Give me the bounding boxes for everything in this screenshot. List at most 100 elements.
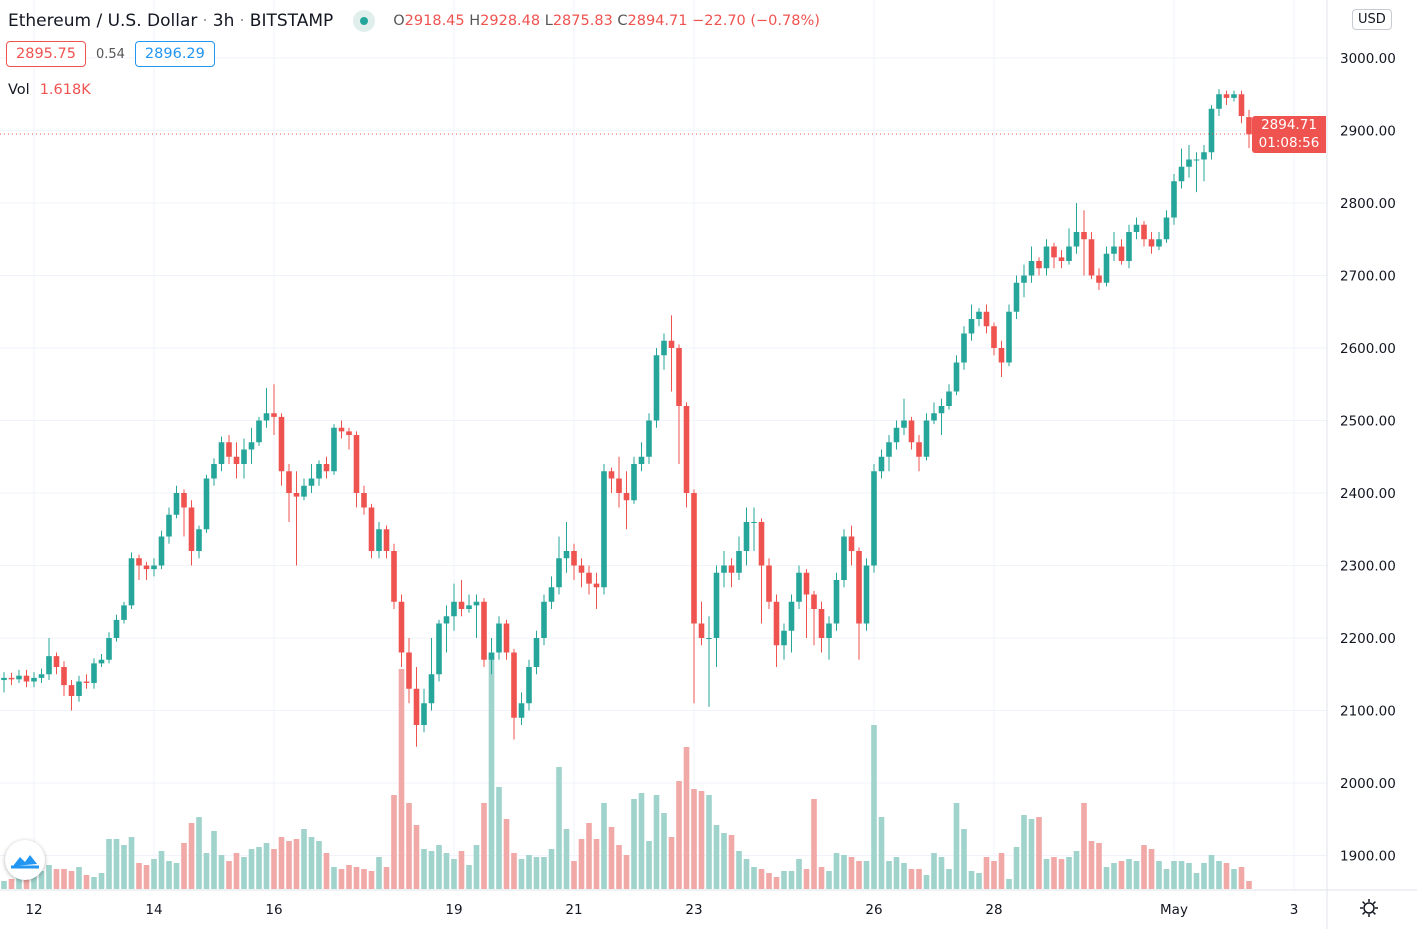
low-value: 2875.83	[552, 13, 613, 29]
candle-body	[278, 416, 285, 472]
last-price-label: 2894.71 01:08:56	[1252, 116, 1326, 153]
time-axis[interactable]: 12 14 16 19 21 23 26 28 May 3	[25, 902, 1298, 918]
candle-body	[706, 638, 712, 639]
volume-bar	[1156, 861, 1162, 889]
candle-body	[736, 551, 742, 573]
candle	[683, 402, 690, 508]
price-tick-label: 2300.00	[1340, 559, 1396, 575]
candle	[1141, 221, 1147, 247]
candle	[158, 530, 165, 570]
candle-body	[743, 522, 750, 551]
candle-body	[1103, 253, 1110, 283]
volume-bar	[683, 747, 690, 889]
tradingview-logo-icon[interactable]	[5, 840, 45, 880]
candle-body	[76, 681, 82, 696]
candle	[676, 344, 682, 464]
candle-body	[593, 583, 600, 588]
candle	[181, 489, 187, 537]
candle-body	[751, 522, 757, 523]
candle-body	[451, 601, 457, 617]
volume-bar	[263, 843, 270, 889]
candle	[593, 572, 600, 609]
candle	[998, 340, 1005, 377]
candle-body	[983, 311, 990, 327]
candle-body	[1051, 246, 1057, 258]
candle	[886, 435, 892, 472]
candle	[1036, 257, 1042, 276]
candle-body	[226, 442, 232, 457]
open-label: O	[393, 13, 405, 29]
candle-body	[1133, 224, 1140, 232]
candle-body	[271, 413, 277, 417]
candle-body	[1013, 282, 1020, 312]
candle	[953, 355, 960, 396]
candle-body	[1141, 224, 1147, 240]
volume-bar	[1133, 861, 1140, 889]
candle	[23, 669, 30, 688]
candle-body	[143, 565, 150, 570]
candle	[226, 435, 232, 464]
candle	[211, 458, 217, 486]
price-axis[interactable]: 3000.00 2900.00 2800.00 2700.00 2600.00 2500.…	[1340, 51, 1396, 865]
candle-body	[68, 685, 75, 696]
candle	[398, 594, 405, 667]
candle-body	[421, 703, 427, 725]
volume-bar	[1246, 881, 1252, 889]
settings-gear-icon[interactable]	[1358, 897, 1380, 919]
candle	[263, 387, 270, 428]
volume-bar	[1051, 857, 1057, 889]
candle	[646, 413, 652, 464]
interval[interactable]: 3h	[212, 11, 235, 31]
candle-body	[1148, 239, 1155, 247]
candle-body	[481, 601, 487, 660]
candle-body	[518, 703, 525, 718]
candle	[616, 456, 622, 508]
candle-body	[1058, 257, 1065, 261]
volume-bar	[803, 869, 810, 889]
candle-body	[496, 623, 502, 653]
candle-body	[1111, 246, 1117, 254]
symbol-name[interactable]: Ethereum / U.S. Dollar	[8, 11, 198, 31]
buy-price-button[interactable]: 2896.29	[134, 41, 215, 67]
candle-body	[526, 667, 532, 704]
volume-bar	[31, 875, 37, 889]
volume-bar	[691, 789, 697, 889]
candle-body	[98, 659, 105, 664]
candle-body	[691, 493, 697, 624]
volume-bar	[728, 835, 735, 889]
candle-body	[661, 340, 667, 356]
candle	[728, 558, 735, 588]
candle-body	[781, 630, 787, 646]
volume-bar	[106, 839, 112, 889]
currency-button[interactable]: USD	[1352, 9, 1392, 30]
candle-body	[946, 391, 952, 406]
candle	[533, 630, 540, 675]
volume-bar	[301, 829, 307, 889]
candle-body	[773, 601, 780, 646]
volume-bar	[653, 795, 660, 889]
volume-bar	[863, 861, 870, 889]
candle	[1103, 246, 1110, 287]
sell-price-button[interactable]: 2895.75	[6, 41, 86, 67]
volume-bar	[998, 853, 1005, 889]
candle	[983, 304, 990, 334]
time-tick-label: 12	[25, 902, 42, 918]
candle-body	[991, 326, 997, 348]
candle	[766, 558, 772, 609]
candle	[1186, 145, 1192, 178]
candle-body	[1028, 261, 1035, 276]
market-status-icon[interactable]	[353, 10, 376, 32]
volume-bar	[406, 803, 412, 889]
candle	[46, 638, 52, 681]
candle-body	[293, 493, 300, 497]
grid	[0, 0, 1327, 890]
volume-bar	[331, 867, 337, 889]
candle	[443, 605, 450, 653]
volume-bar	[706, 795, 712, 889]
candle-body	[871, 471, 877, 566]
candle-body	[1223, 94, 1230, 98]
volume-bar	[518, 859, 525, 889]
candle-body	[586, 572, 592, 584]
volume-bar	[526, 855, 532, 889]
